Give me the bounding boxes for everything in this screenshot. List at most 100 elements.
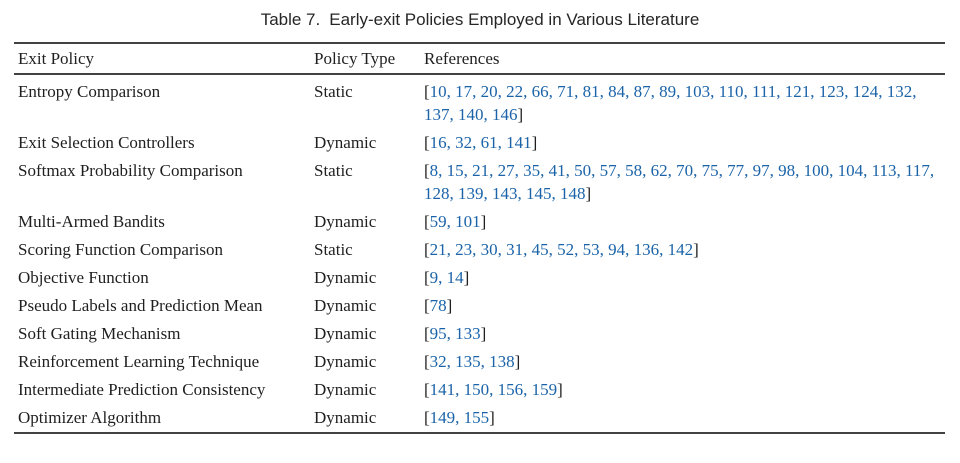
citation-link[interactable]: 136 <box>633 240 660 259</box>
citation-separator: , <box>483 184 492 203</box>
citation-link[interactable]: 97 <box>752 161 770 180</box>
citation-link[interactable]: 84 <box>608 82 626 101</box>
citation-link[interactable]: 132 <box>886 82 913 101</box>
citation-separator: , <box>591 161 600 180</box>
citation-link[interactable]: 32 <box>455 133 473 152</box>
citation-separator: , <box>548 240 558 259</box>
citation-link[interactable]: 8 <box>429 161 439 180</box>
table-row: Intermediate Prediction Consistency Dynam… <box>14 376 945 404</box>
citation-link[interactable]: 140 <box>458 105 484 124</box>
citation-link[interactable]: 78 <box>429 296 447 315</box>
citation-link[interactable]: 113 <box>871 161 897 180</box>
citation-link[interactable]: 94 <box>608 240 626 259</box>
citation-link[interactable]: 10 <box>429 82 447 101</box>
citation-separator: , <box>446 82 456 101</box>
citation-link[interactable]: 87 <box>633 82 651 101</box>
citation-link[interactable]: 66 <box>531 82 549 101</box>
citation-link[interactable]: 21 <box>429 240 447 259</box>
citation-link[interactable]: 103 <box>684 82 711 101</box>
citation-link[interactable]: 81 <box>582 82 600 101</box>
citation-link[interactable]: 23 <box>455 240 473 259</box>
citation-link[interactable]: 141 <box>429 380 456 399</box>
citation-link[interactable]: 41 <box>548 161 566 180</box>
citation-link[interactable]: 70 <box>676 161 694 180</box>
citation-separator: , <box>472 82 481 101</box>
citation-link[interactable]: 62 <box>650 161 668 180</box>
citation-link[interactable]: 32 <box>429 352 447 371</box>
citation-link[interactable]: 123 <box>818 82 845 101</box>
col-header-exit-policy: Exit Policy <box>14 43 314 75</box>
citation-link[interactable]: 45 <box>531 240 549 259</box>
citation-link[interactable]: 89 <box>659 82 677 101</box>
citation-link[interactable]: 57 <box>599 161 617 180</box>
citation-link[interactable]: 15 <box>446 161 464 180</box>
citation-link[interactable]: 9 <box>429 268 439 287</box>
citation-link[interactable]: 128 <box>424 184 450 203</box>
table-row: Softmax Probability Comparison Static [8, … <box>14 157 945 208</box>
citation-link[interactable]: 21 <box>472 161 490 180</box>
citation-link[interactable]: 145 <box>526 184 552 203</box>
citation-link[interactable]: 148 <box>560 184 586 203</box>
citation-link[interactable]: 110 <box>718 82 744 101</box>
citation-link[interactable]: 71 <box>557 82 575 101</box>
citation-link[interactable]: 155 <box>463 408 490 427</box>
citation-link[interactable]: 104 <box>837 161 864 180</box>
policy-type-cell: Dynamic <box>314 296 377 315</box>
citation-open-bracket: [ <box>424 352 430 371</box>
citation-link[interactable]: 77 <box>727 161 745 180</box>
citation-separator: , <box>497 82 507 101</box>
citation-separator: , <box>667 161 677 180</box>
citation-link[interactable]: 22 <box>506 82 524 101</box>
citation-link[interactable]: 137 <box>424 105 450 124</box>
citation-link[interactable]: 35 <box>523 161 541 180</box>
citation-link[interactable]: 142 <box>667 240 694 259</box>
citation-link[interactable]: 111 <box>752 82 777 101</box>
citation-link[interactable]: 156 <box>497 380 524 399</box>
citation-link[interactable]: 146 <box>492 105 518 124</box>
citation-link[interactable]: 135 <box>455 352 481 371</box>
citation-separator: , <box>449 105 458 124</box>
citation-link[interactable]: 75 <box>701 161 719 180</box>
citation-separator: , <box>497 133 507 152</box>
citation-link[interactable]: 133 <box>455 324 481 343</box>
table-row: Objective Function Dynamic [9, 14] <box>14 264 945 292</box>
citation-link[interactable]: 141 <box>506 133 532 152</box>
citation-link[interactable]: 50 <box>574 161 592 180</box>
citation-link[interactable]: 138 <box>489 352 515 371</box>
citation-separator: , <box>480 352 490 371</box>
citation-link[interactable]: 27 <box>497 161 515 180</box>
citation-separator: , <box>929 161 935 180</box>
citation-link[interactable]: 117 <box>905 161 930 180</box>
citation-link[interactable]: 100 <box>803 161 830 180</box>
citation-link[interactable]: 101 <box>455 212 481 231</box>
citation-open-bracket: [ <box>424 324 430 343</box>
citation-link[interactable]: 31 <box>506 240 524 259</box>
citation-link[interactable]: 98 <box>778 161 796 180</box>
citation-link[interactable]: 17 <box>455 82 473 101</box>
citation-link[interactable]: 59 <box>429 212 447 231</box>
citation-link[interactable]: 149 <box>429 408 456 427</box>
policy-type-cell: Dynamic <box>314 408 377 427</box>
citation-link[interactable]: 124 <box>852 82 879 101</box>
citation-separator: , <box>540 161 549 180</box>
citation-separator: , <box>659 240 668 259</box>
citation-link[interactable]: 53 <box>582 240 600 259</box>
citation-link[interactable]: 95 <box>429 324 447 343</box>
citation-link[interactable]: 30 <box>480 240 498 259</box>
citation-separator: , <box>878 82 887 101</box>
citation-link[interactable]: 121 <box>784 82 811 101</box>
citation-link[interactable]: 16 <box>429 133 447 152</box>
citation-link[interactable]: 159 <box>531 380 558 399</box>
citation-link[interactable]: 20 <box>480 82 498 101</box>
citation-link[interactable]: 139 <box>458 184 484 203</box>
citation-separator: , <box>483 105 492 124</box>
citation-separator: , <box>693 161 702 180</box>
citation-link[interactable]: 14 <box>446 268 464 287</box>
citation-link[interactable]: 150 <box>463 380 490 399</box>
citation-link[interactable]: 58 <box>625 161 643 180</box>
citation-link[interactable]: 143 <box>492 184 518 203</box>
early-exit-policies-table: Exit Policy Policy Type References Entro… <box>14 42 945 434</box>
citation-link[interactable]: 61 <box>480 133 498 152</box>
exit-policy-cell: Exit Selection Controllers <box>18 133 195 152</box>
citation-link[interactable]: 52 <box>557 240 575 259</box>
